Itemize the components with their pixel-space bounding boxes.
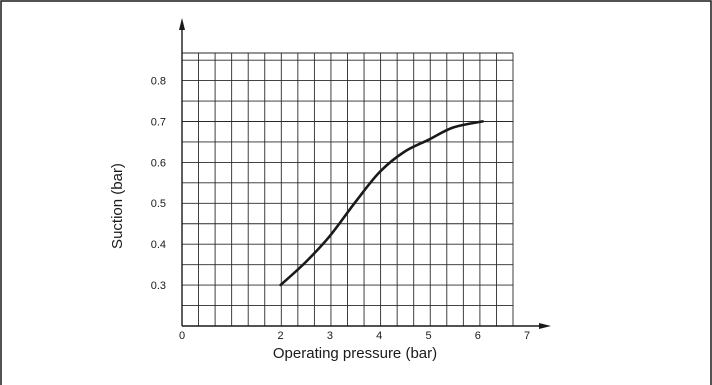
- x-tick-label: 6: [475, 330, 481, 342]
- y-tick-label: 0.3: [151, 280, 166, 292]
- x-axis-arrow: [539, 323, 551, 329]
- y-tick-label: 0.7: [151, 116, 166, 128]
- x-tick-label: 3: [327, 330, 333, 342]
- y-axis-arrow: [179, 18, 185, 30]
- x-tick-label: 2: [278, 330, 284, 342]
- chart-grid: [181, 52, 514, 327]
- x-tick-label: 0: [179, 330, 185, 342]
- series-line: [279, 120, 484, 287]
- y-tick-label: 0.8: [151, 76, 166, 88]
- x-tick-label: 7: [524, 330, 530, 342]
- y-tick-label: 0.6: [151, 157, 166, 169]
- x-tick-label: 4: [376, 330, 382, 342]
- chart-axes: [179, 18, 551, 329]
- y-tick-label: 0.4: [151, 239, 166, 251]
- chart-ticks: 0 2 3 4 5 6 7 0.3 0.4 0.5 0.6 0.7 0.8: [151, 76, 530, 343]
- x-axis-label: Operating pressure (bar): [273, 345, 437, 362]
- y-tick-label: 0.5: [151, 198, 166, 210]
- x-tick-label: 5: [425, 330, 431, 342]
- chart-series: [279, 120, 484, 287]
- y-axis-label: Suction (bar): [109, 163, 126, 249]
